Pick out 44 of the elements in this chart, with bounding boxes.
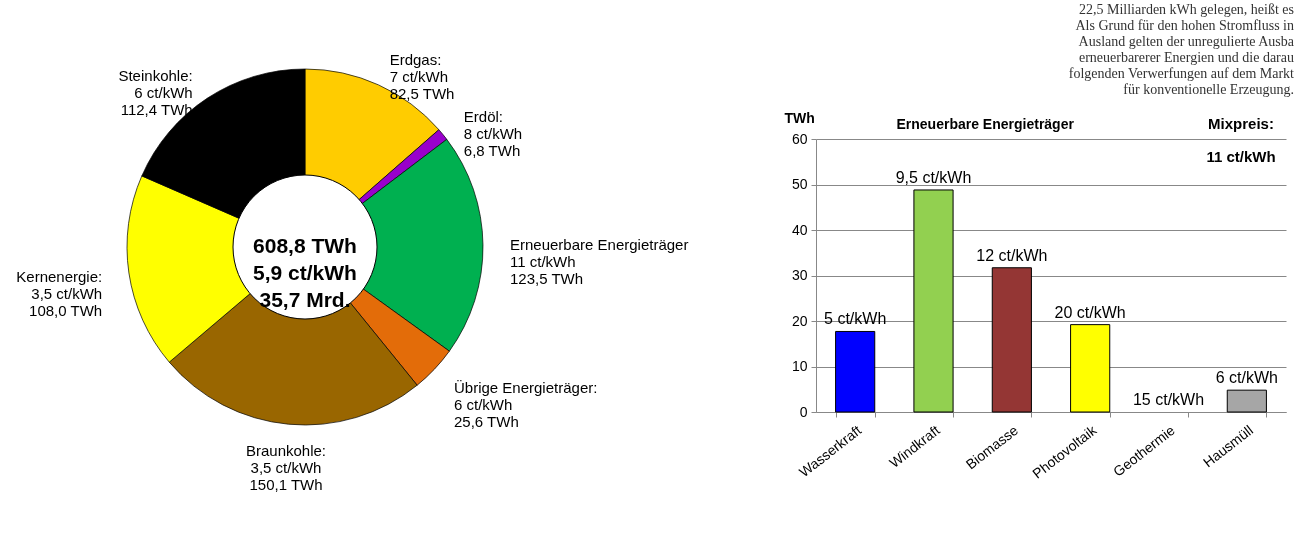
text: Mixpreis: — [1208, 115, 1274, 132]
text: Ausland gelten der unregulierte Ausba — [1078, 34, 1295, 49]
slice-label: Erneuerbare Energieträger 11 ct/kWh — [509, 235, 689, 270]
bar — [913, 189, 954, 413]
y-tick-label: 10 — [791, 358, 808, 374]
slice-label: Kernenergie: 3,5 ct/kWh — [16, 267, 103, 302]
slice-label: Steinkohle: 6 ct/kWh — [118, 66, 193, 101]
y-tick-label: 20 — [791, 312, 808, 329]
text: 5,9 ct/kWh — [253, 261, 357, 284]
text: Als Grund für den hohen Stromfluss in — [1075, 18, 1294, 33]
annotation: 6 ct/kWh — [1215, 369, 1278, 387]
slice-label: Erdgas: 7 ct/kWh — [389, 51, 449, 86]
slice-label: Übrige Energieträger: 6 ct/kWh — [453, 378, 598, 413]
bar — [1226, 389, 1267, 413]
annotation: 11 ct/kWh — [1206, 148, 1276, 165]
data-label: 108,0 TWh — [29, 301, 103, 319]
text: folgenden Verwerfungen auf dem Markt — [1068, 66, 1295, 81]
text: für konventionelle Erzeugung. — [1123, 82, 1294, 97]
annotation: 15 ct/kWh — [1132, 391, 1205, 408]
annotation: 9,5 ct/kWh — [895, 168, 972, 186]
text: 35,7 Mrd. — [259, 288, 351, 311]
annotation: 12 ct/kWh — [976, 246, 1048, 264]
slice-label: Erdöl: 8 ct/kWh — [463, 108, 523, 143]
y-tick-label: 40 — [791, 221, 808, 238]
chart-title: Erneuerbare Energieträger — [896, 116, 1075, 132]
y-tick-label: 60 — [791, 130, 808, 147]
data-label: 150,1 TWh — [249, 476, 323, 494]
y-tick-label: 50 — [791, 176, 808, 192]
y-axis-title: TWh — [784, 109, 815, 126]
y-tick-label: 0 — [799, 403, 808, 420]
y-tick-label: 30 — [791, 267, 808, 283]
bar — [835, 330, 876, 413]
bar — [1070, 324, 1111, 413]
data-label: 123,5 TWh — [509, 269, 584, 287]
data-label: 82,5 TWh — [389, 85, 455, 103]
text: 608,8 TWh — [253, 234, 357, 257]
text: erneuerbarerer Energien und die darau — [1078, 50, 1294, 65]
slice-label: Braunkohle: 3,5 ct/kWh — [245, 442, 327, 477]
text: 22,5 Milliarden kWh gelegen, heißt es — [1079, 2, 1294, 17]
annotation: 20 ct/kWh — [1054, 303, 1126, 321]
data-label: 6,8 TWh — [463, 142, 521, 160]
data-label: 25,6 TWh — [453, 412, 519, 430]
bar — [991, 267, 1032, 413]
annotation: 5 ct/kWh — [824, 310, 887, 328]
